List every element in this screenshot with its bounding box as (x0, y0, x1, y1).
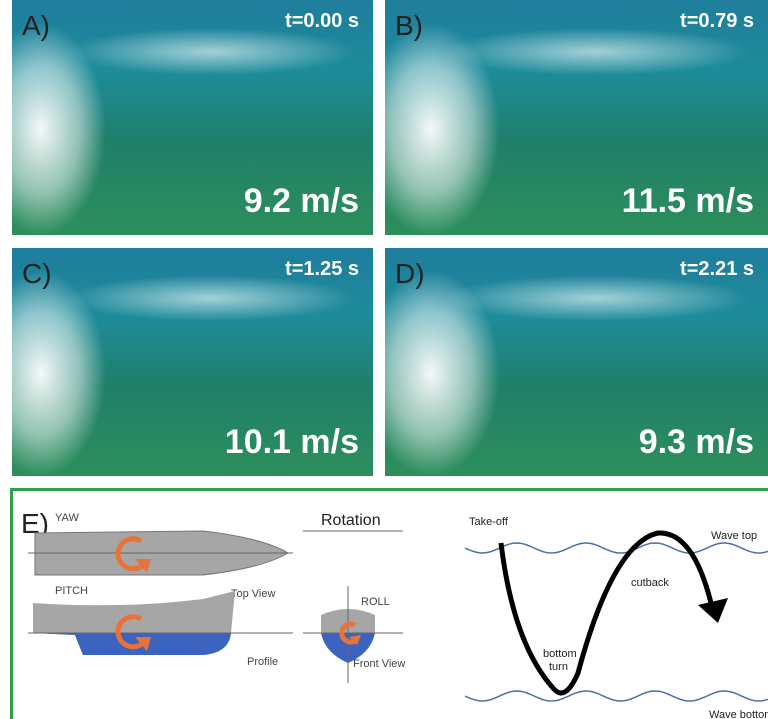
time-label: t=0.00 s (285, 10, 359, 33)
wave-bottom-line (465, 691, 768, 701)
label: bottom (543, 648, 577, 660)
time-label: t=2.21 s (680, 258, 754, 281)
label: Wave bottom (709, 709, 768, 719)
water (33, 633, 231, 655)
label: Wave top (711, 530, 757, 542)
heading: Rotation (321, 512, 381, 529)
path-arrow (698, 598, 728, 623)
diagram: E) YAW Top View PITCH Profile Rotation R… (13, 491, 768, 719)
label: Profile (247, 656, 278, 668)
time-label: t=0.79 s (680, 10, 754, 33)
speed-label: 11.5 m/s (622, 182, 754, 221)
wave-top-line (465, 543, 768, 553)
speed-label: 9.2 m/s (244, 182, 359, 221)
surf-path (501, 533, 711, 693)
speed-label: 10.1 m/s (225, 423, 359, 462)
panel-label: B) (395, 10, 423, 42)
label: Take-off (469, 516, 509, 528)
panel-label: D) (395, 258, 425, 290)
label: PITCH (55, 585, 88, 597)
label: ROLL (361, 596, 390, 608)
photo-panel: A) t=0.00 s 9.2 m/s (12, 0, 373, 235)
label: cutback (631, 577, 669, 589)
panel-label: C) (22, 258, 52, 290)
photo-panel: C) t=1.25 s 10.1 m/s (12, 248, 373, 476)
label: Front View (353, 658, 405, 670)
label: turn (549, 661, 568, 673)
panel-e: E) YAW Top View PITCH Profile Rotation R… (10, 488, 768, 719)
photo-panel: B) t=0.79 s 11.5 m/s (385, 0, 768, 235)
figure: A) t=0.00 s 9.2 m/s B) t=0.79 s 11.5 m/s C) t=1… (0, 0, 768, 719)
label: YAW (55, 512, 79, 524)
time-label: t=1.25 s (285, 258, 359, 281)
speed-label: 9.3 m/s (639, 423, 754, 462)
panel-label: A) (22, 10, 50, 42)
photo-panel: D) t=2.21 s 9.3 m/s (385, 248, 768, 476)
label: Top View (231, 588, 275, 600)
